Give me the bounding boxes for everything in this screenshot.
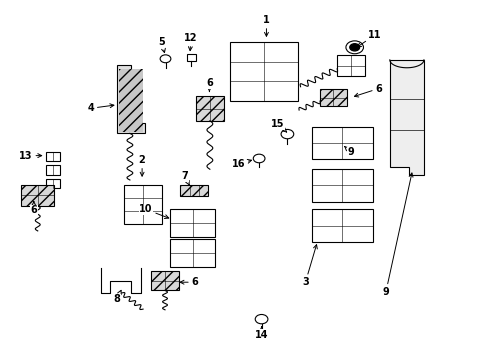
Polygon shape [117, 65, 144, 134]
Bar [311, 169, 372, 202]
Text: 16: 16 [231, 159, 251, 169]
Bar [45, 165, 60, 175]
Text: 12: 12 [184, 33, 197, 51]
Bar [170, 210, 215, 237]
Text: 1: 1 [263, 15, 269, 36]
Bar [45, 152, 60, 161]
Text: 10: 10 [139, 204, 168, 219]
Bar [119, 69, 142, 132]
Bar [195, 96, 224, 121]
Circle shape [253, 154, 264, 163]
Text: 2: 2 [139, 155, 145, 176]
Text: 14: 14 [254, 327, 268, 340]
Bar [186, 54, 195, 61]
Text: 6: 6 [180, 277, 198, 287]
Bar [336, 55, 365, 76]
Circle shape [349, 44, 359, 51]
Polygon shape [389, 60, 423, 175]
Bar [320, 89, 346, 107]
Text: 3: 3 [302, 245, 317, 287]
Bar [229, 42, 298, 101]
Text: 13: 13 [19, 150, 41, 161]
Text: 6: 6 [30, 202, 37, 216]
Circle shape [345, 41, 363, 54]
Circle shape [255, 315, 267, 324]
Circle shape [160, 55, 170, 63]
Text: 9: 9 [382, 173, 412, 297]
Text: 9: 9 [344, 147, 353, 157]
Text: 4: 4 [87, 103, 114, 113]
Bar [311, 127, 372, 159]
Bar [170, 239, 215, 267]
Bar [151, 271, 179, 291]
Bar [311, 210, 372, 242]
Text: 6: 6 [354, 84, 381, 97]
Text: 7: 7 [181, 171, 189, 185]
Text: 15: 15 [270, 120, 286, 132]
Text: 6: 6 [205, 78, 212, 91]
Text: 5: 5 [158, 37, 165, 53]
Bar [21, 185, 54, 206]
Circle shape [281, 130, 293, 139]
Text: 8: 8 [113, 290, 121, 304]
Text: 11: 11 [357, 30, 381, 47]
Bar [45, 179, 60, 188]
Bar [180, 185, 208, 196]
Bar [123, 185, 161, 224]
